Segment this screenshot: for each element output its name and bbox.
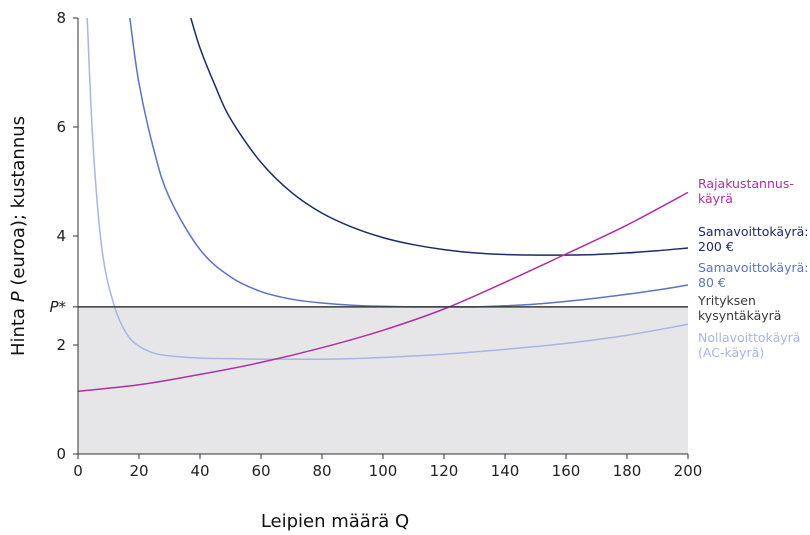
curve-label-zero-profit: Nollavoittokäyrä (698, 330, 800, 345)
curve-marginal-cost (77, 191, 689, 393)
shaded-region-layer (78, 306, 688, 454)
curve-label-isoprofit-200: Samavoittokäyrä: (698, 224, 809, 239)
x-axis-title: Leipien määrä Q (261, 511, 409, 532)
y-axis-title-suffix: (euroa); kustannus (8, 116, 29, 291)
curve-isoprofit-200 (190, 17, 689, 256)
curves-layer (77, 17, 689, 393)
curve-label-demand: Yrityksen (697, 293, 756, 308)
y-tick-label: 4 (56, 227, 66, 245)
y-tick-label: 2 (56, 336, 66, 354)
shaded-region (78, 306, 688, 454)
x-tick-label: 40 (190, 462, 209, 480)
y-tick-label: 8 (56, 9, 66, 27)
y-axis-title: Hinta P (euroa); kustannus (8, 116, 29, 356)
x-tick-label: 20 (129, 462, 148, 480)
curve-label-zero-profit: (AC-käyrä) (698, 345, 764, 360)
x-tick-label: 80 (312, 462, 331, 480)
x-tick-label: 180 (613, 462, 642, 480)
curve-label-isoprofit-80: Samavoittokäyrä: (698, 260, 809, 275)
x-tick-label: 140 (491, 462, 520, 480)
y-tick-label: 6 (56, 118, 66, 136)
x-tick-label: 120 (430, 462, 459, 480)
x-tick-label: 200 (674, 462, 703, 480)
curve-zero-profit (86, 17, 689, 360)
curve-label-isoprofit-200: 200 € (698, 239, 734, 254)
y-axis-title-italic: P (8, 291, 29, 302)
curve-isoprofit-80 (129, 17, 689, 308)
curve-label-marginal-cost: käyrä (698, 191, 733, 206)
ticks-layer: 0 20 40 60 80 100 120 140 160 180 200 0 2 P* 4 6 8 (49, 9, 702, 480)
x-tick-label: 60 (251, 462, 270, 480)
y-axis-title-prefix: Hinta (8, 302, 29, 356)
x-tick-label: 0 (73, 462, 83, 480)
y-tick-label: P* (49, 298, 66, 316)
curve-label-isoprofit-80: 80 € (698, 275, 726, 290)
y-tick-label: 0 (56, 445, 66, 463)
x-tick-label: 100 (369, 462, 398, 480)
curve-label-marginal-cost: Rajakustannus- (698, 176, 794, 191)
curve-labels-layer: Nollavoittokäyrä(AC-käyrä) Samavoittokäyr… (697, 176, 809, 360)
curve-label-demand: kysyntäkäyrä (698, 308, 781, 323)
x-tick-label: 160 (552, 462, 581, 480)
